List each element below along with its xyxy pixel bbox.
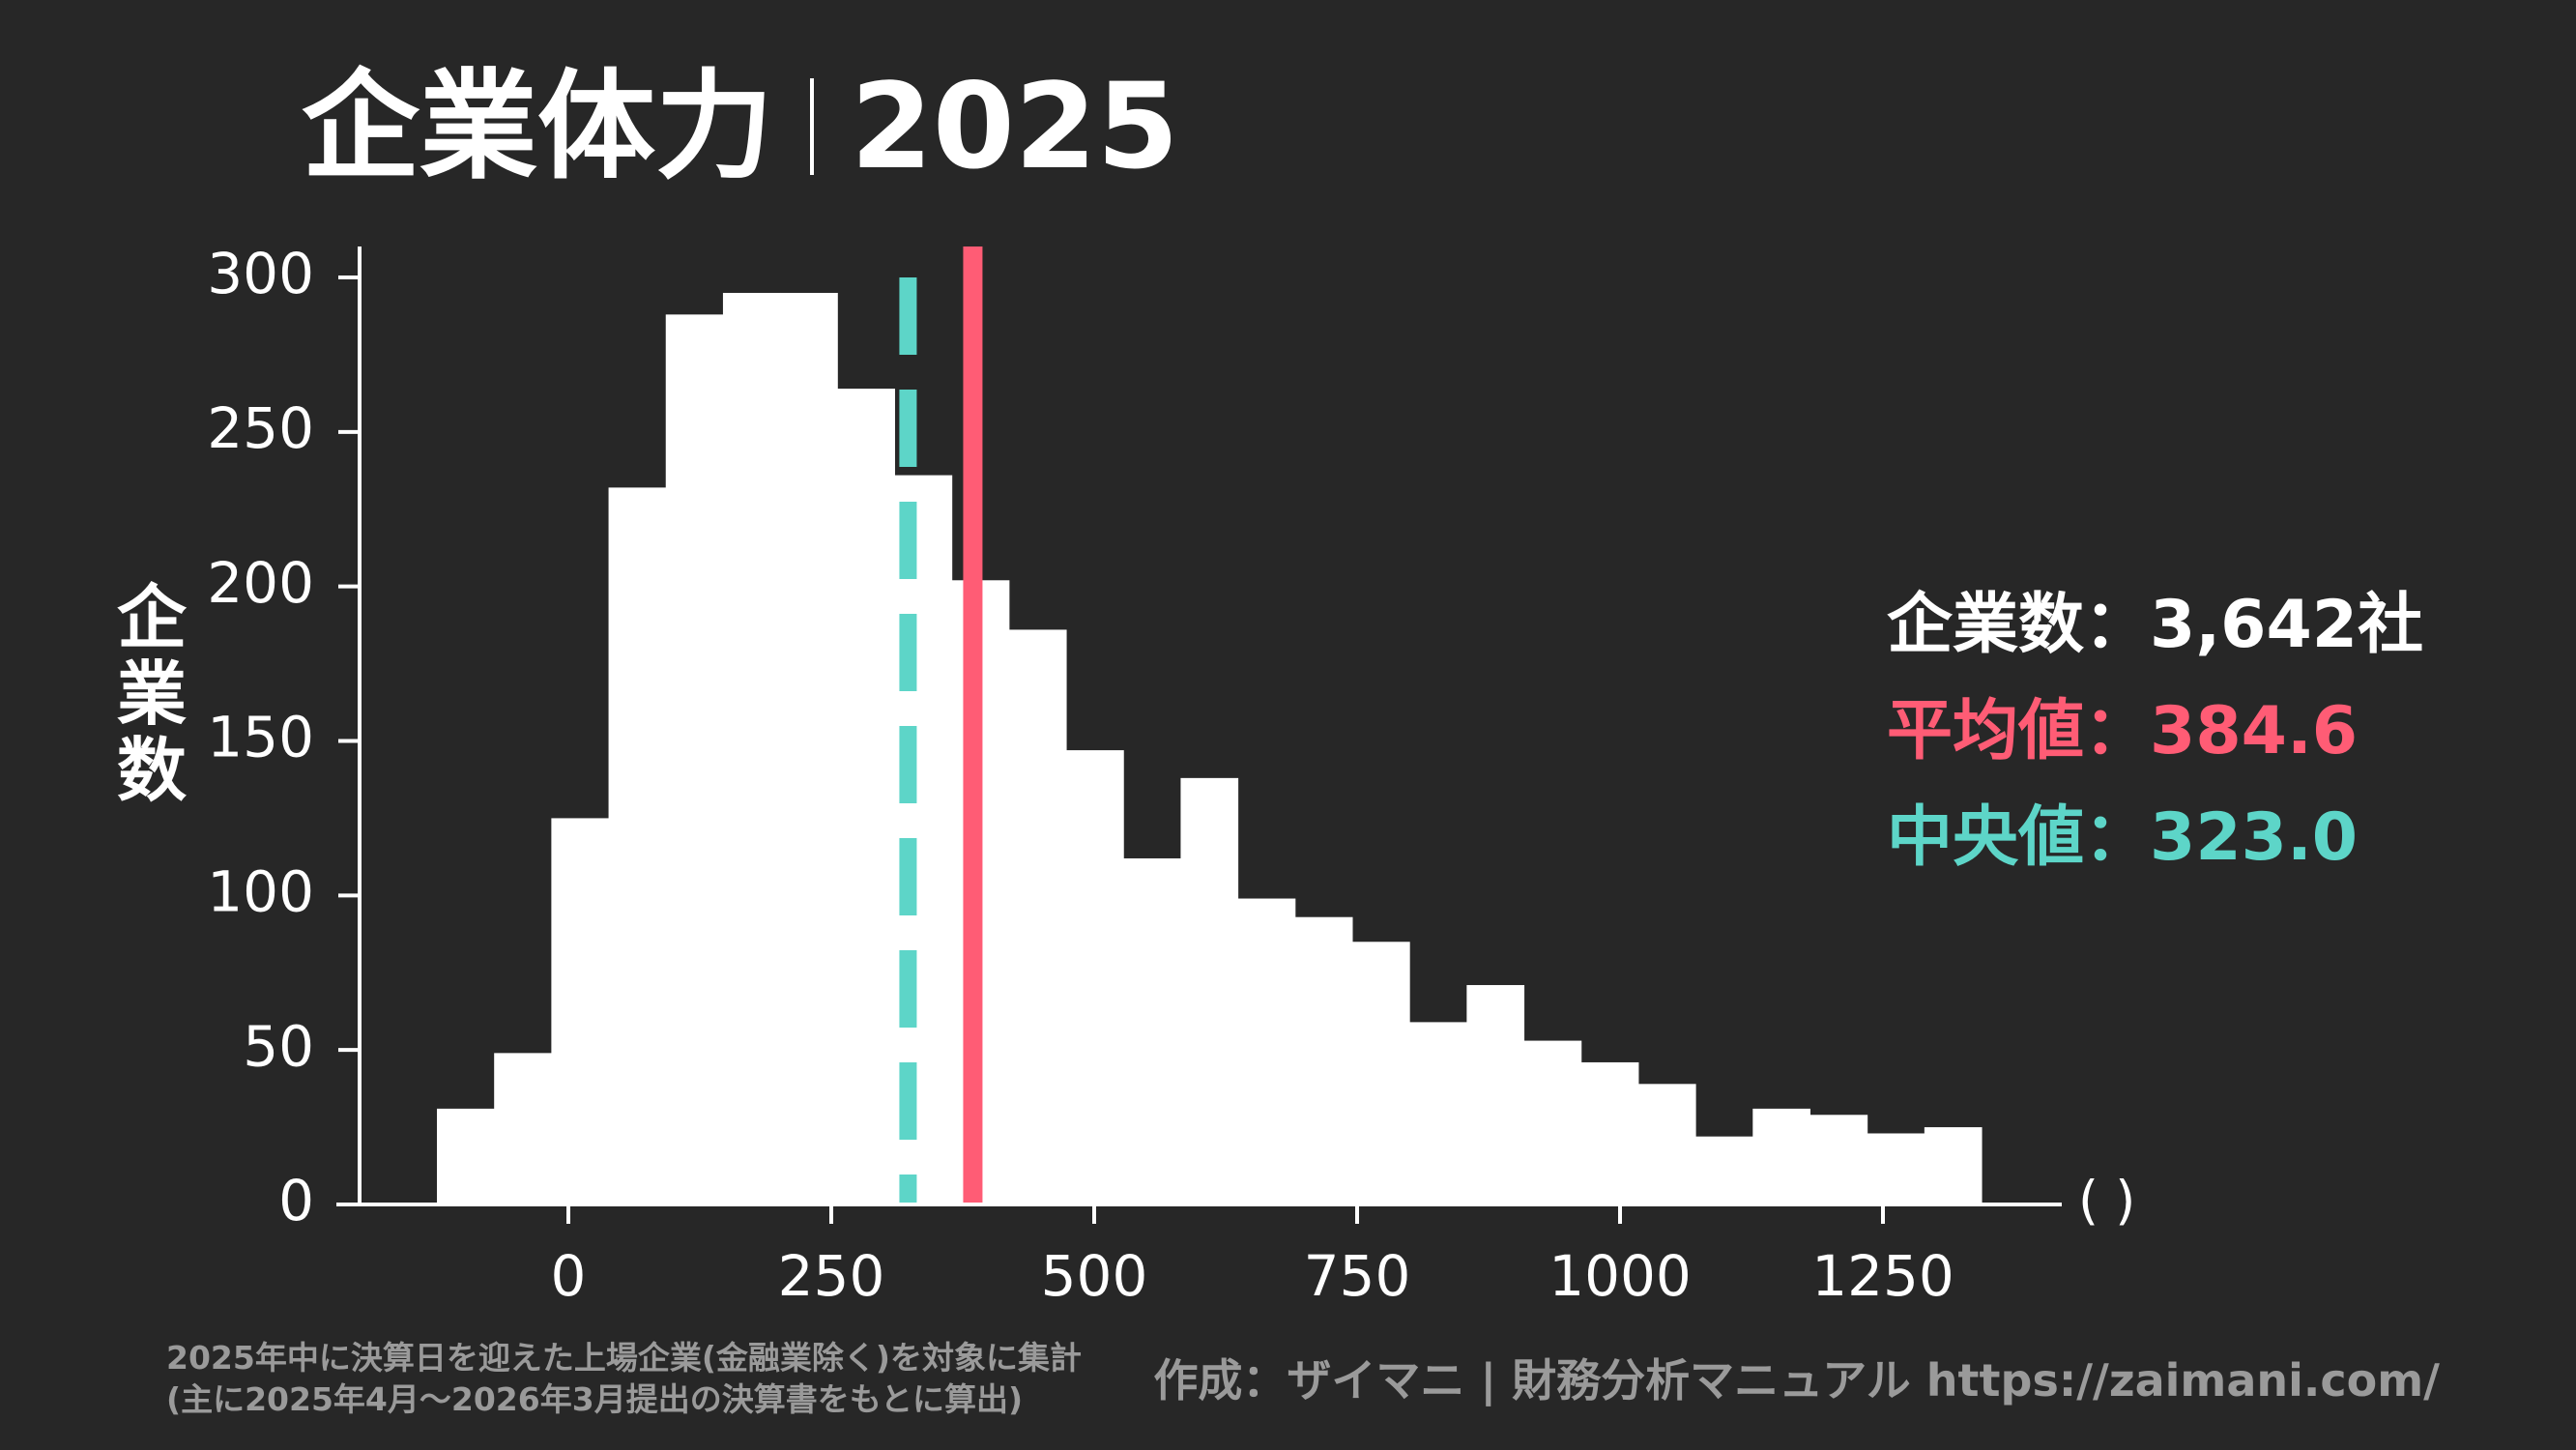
stats-panel: 企業数：3,642社 平均値：384.6 中央値：323.0 [1887,572,2423,891]
title-main: 企業体力 [302,58,773,195]
histogram-bar [1294,916,1353,1204]
x-tick-label: 0 [551,1243,587,1309]
footnote-line-1: 2025年中に決算日を迎えた上場企業(金融業除く)を対象に集計 [166,1339,1083,1377]
y-tick-label: 100 [207,858,314,924]
mean-label: 平均値 [1887,693,2085,769]
histogram-bar [1523,1040,1582,1204]
x-tick-label: 250 [778,1243,885,1309]
x-tick-label: 1250 [1811,1243,1954,1309]
separator: ： [2084,799,2151,876]
y-tick-label: 250 [207,395,314,461]
histogram-bar [437,1108,495,1204]
histogram-bar [608,487,667,1205]
histogram-bar [1809,1115,1868,1204]
x-tick-label: 500 [1041,1243,1148,1309]
histogram-bar [1008,629,1067,1204]
histogram-bar [1580,1061,1639,1204]
footnote: 2025年中に決算日を迎えた上場企業(金融業除く)を対象に集計 (主に2025年… [166,1337,1082,1420]
title-separator [810,78,814,175]
histogram-bar [494,1053,552,1204]
histogram-bar [1180,777,1239,1204]
histogram-bar [1466,985,1525,1204]
y-tick-label: 150 [207,705,314,770]
histogram-bar [722,292,781,1204]
separator: ： [2084,587,2151,663]
x-tick-label: 1000 [1548,1243,1692,1309]
y-tick-label: 50 [243,1013,314,1079]
y-axis-label-char: 業 [116,653,187,736]
histogram-bar [1123,857,1181,1204]
ticks-group: 0 250 500 750 1000 1250 0 50 100 150 200 250 300 [207,241,1954,1309]
mean-value: 384.6 [2150,693,2359,769]
histogram-bar [1637,1084,1696,1204]
y-axis-label-char: 数 [116,730,187,812]
y-tick-label: 300 [207,241,314,306]
histogram-bar [551,818,610,1204]
x-axis-label: ( ) [2078,1171,2135,1232]
company-count-row: 企業数：3,642社 [1887,572,2423,679]
histogram-bar [1351,942,1410,1204]
median-row: 中央値：323.0 [1887,785,2423,891]
histogram-bar [1867,1133,1925,1204]
count-value: 3,642社 [2150,587,2424,663]
histogram-bar [1924,1127,1983,1204]
histogram-bar [1695,1136,1753,1204]
x-tick-label: 750 [1304,1243,1411,1309]
median-label: 中央値 [1887,799,2085,876]
separator: ： [2084,693,2151,769]
histogram-bar [1237,898,1296,1204]
y-axis-label: 企業数 [108,577,195,812]
y-axis-label-char: 企 [116,577,187,658]
histogram-bar [1409,1022,1467,1204]
y-tick-label: 0 [278,1168,314,1233]
footnote-line-2: (主に2025年4月～2026年3月提出の決算書をもとに算出) [166,1380,1024,1418]
histogram-bar [1066,750,1124,1204]
median-value: 323.0 [2150,799,2359,876]
histogram-bar [1752,1108,1810,1204]
title-year: 2025 [851,58,1179,195]
histogram-bar [837,389,895,1205]
histogram-bar [665,314,724,1204]
mean-row: 平均値：384.6 [1887,679,2423,785]
histogram-bar [780,292,838,1204]
credit-text: 作成：ザイマニ | 財務分析マニュアル https://zaimani.com/ [1153,1354,2440,1406]
page-title: 企業体力 2025 [302,68,1179,186]
count-label: 企業数 [1887,587,2085,663]
bars-group [437,292,1983,1205]
y-tick-label: 200 [207,550,314,616]
